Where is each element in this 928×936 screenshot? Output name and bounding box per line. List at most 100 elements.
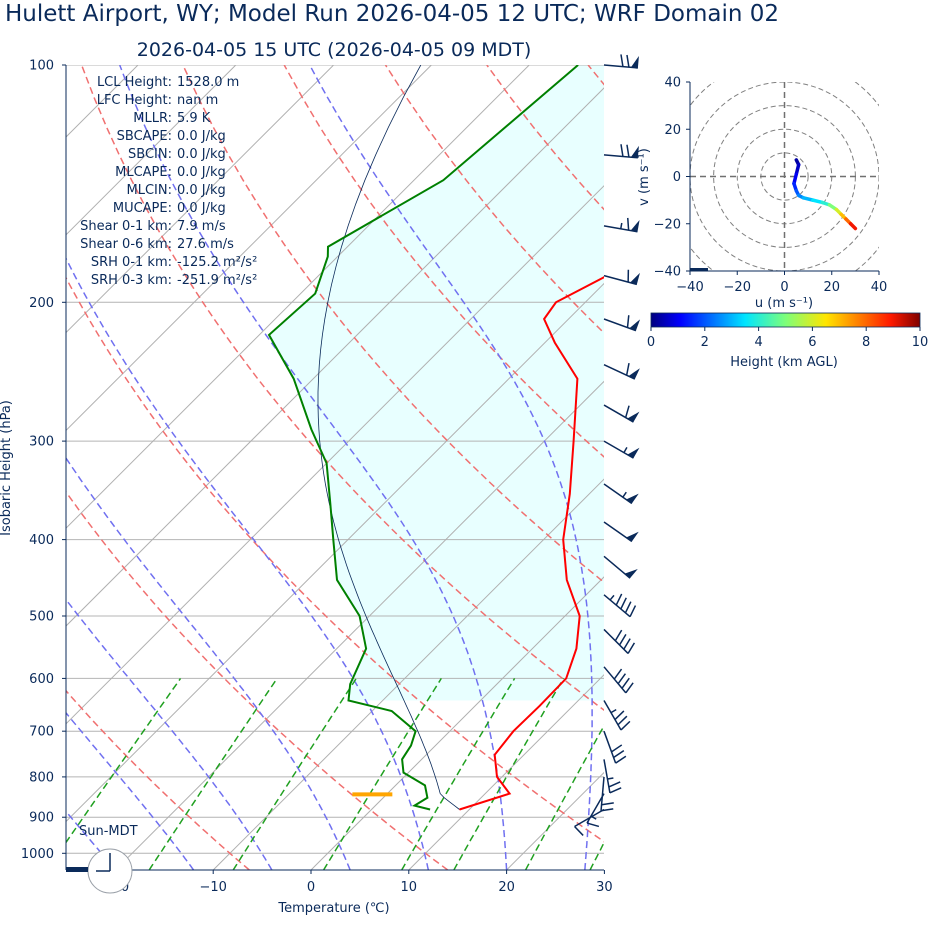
- skewt-profiles: [267, 65, 604, 811]
- y-tick-label: 1000: [21, 847, 54, 862]
- barb-staff: [574, 808, 605, 828]
- isotherm: [702, 65, 928, 870]
- wind-barb: [603, 217, 640, 233]
- chart-subtitle: 2026-04-05 15 UTC (2026-04-05 09 MDT): [137, 39, 532, 61]
- stat-label: Shear 0-6 km:: [80, 237, 172, 252]
- isotherm: [66, 282, 604, 823]
- stat-label: MUCAPE:: [113, 201, 172, 216]
- wind-barb: [603, 440, 640, 459]
- mixing-ratio-line: [66, 677, 182, 844]
- barb-full: [627, 217, 630, 231]
- hodo-y-tick-label: 20: [664, 123, 681, 138]
- colorbar: [650, 312, 921, 328]
- skewt-y-ticks: 100 200 300 400 500 600 700 800 900 1000: [21, 59, 66, 862]
- stat-label: MLCIN:: [127, 183, 172, 198]
- barb-half: [609, 594, 615, 601]
- hodo-corner-bar: [690, 268, 708, 271]
- stat-value: 7.9 m/s: [177, 219, 226, 234]
- barb-full: [617, 673, 627, 685]
- isotherm: [66, 65, 139, 138]
- y-tick-label: 600: [29, 672, 54, 687]
- barb-full: [613, 668, 623, 680]
- dry-adiabat: [283, 65, 604, 458]
- barb-full: [624, 405, 630, 418]
- barb-staff: [603, 521, 633, 543]
- skewt-y-label: Isobaric Height (hPa): [0, 400, 14, 536]
- wind-barb: [603, 593, 637, 618]
- barb-full: [611, 744, 623, 753]
- barb-full: [618, 633, 627, 646]
- stat-value: -251.9 m²/s²: [177, 273, 257, 288]
- hodo-y-tick-label: −40: [654, 265, 681, 280]
- barb-full: [625, 362, 630, 376]
- wind-barb: [603, 144, 639, 159]
- x-tick-label: 0: [307, 880, 315, 895]
- hodograph-trace: [792, 158, 858, 231]
- skewt-x-label: Temperature (℃): [277, 901, 389, 916]
- barb-full: [621, 677, 630, 689]
- y-tick-label: 300: [29, 435, 54, 450]
- isotherm: [66, 65, 237, 236]
- barb-full: [620, 54, 624, 67]
- hodo-x-tick-label: −40: [676, 280, 703, 295]
- barb-full: [609, 787, 622, 794]
- hodograph-ticks: −40 −20 0 20 40 40 20 0 −20 −40: [654, 76, 888, 296]
- dry-adiabat: [66, 490, 449, 870]
- barb-full: [625, 682, 634, 694]
- parcel-profile: [317, 65, 460, 810]
- barb-staff: [603, 555, 631, 579]
- barb-full: [614, 629, 623, 642]
- stat-label: SBCIN:: [128, 147, 172, 162]
- stat-label: Shear 0-1 km:: [80, 219, 172, 234]
- y-tick-label: 800: [29, 770, 54, 785]
- sun-label: Sun-MDT: [79, 824, 138, 839]
- barb-flag: [627, 447, 640, 459]
- mixing-ratio-line: [524, 724, 604, 870]
- dry-adiabat: [66, 276, 604, 843]
- barb-staff: [603, 274, 638, 286]
- y-tick-label: 500: [29, 609, 54, 624]
- y-tick-label: 900: [29, 811, 54, 826]
- y-tick-label: 100: [29, 59, 54, 74]
- moist-adiabat: [66, 810, 116, 870]
- colorbar-ticks: 0 2 4 6 8 10: [647, 327, 928, 350]
- hodograph-rings: [690, 82, 879, 271]
- mixing-ratio-line: [322, 678, 442, 870]
- hodo-x-tick-label: 0: [780, 280, 788, 295]
- stat-label: SBCAPE:: [117, 129, 172, 144]
- colorbar-tick-label: 6: [808, 335, 816, 350]
- mixing-ratio-line: [148, 677, 278, 870]
- barb-staff: [603, 666, 627, 694]
- y-tick-label: 400: [29, 533, 54, 548]
- stat-label: SRH 0-3 km:: [91, 273, 172, 288]
- hodograph-segment: [848, 222, 858, 231]
- moist-adiabat: [66, 598, 273, 870]
- stat-value: 27.6 m/s: [177, 237, 234, 252]
- wind-barb: [603, 628, 636, 654]
- wind-barb: [603, 759, 622, 794]
- stat-label: LFC Height:: [97, 93, 172, 108]
- wind-barb: [603, 404, 640, 423]
- colorbar-tick-label: 2: [701, 335, 709, 350]
- barb-full: [626, 144, 630, 158]
- barb-full: [615, 593, 623, 606]
- isotherm: [408, 674, 604, 870]
- dry-adiabat: [690, 65, 928, 870]
- barb-full: [613, 749, 625, 759]
- barb-staff: [603, 364, 636, 380]
- isotherm: [66, 65, 530, 529]
- barb-half: [610, 708, 617, 714]
- barb-staff: [603, 759, 611, 793]
- barb-full: [620, 720, 631, 731]
- mixing-ratio-line: [232, 677, 357, 870]
- barb-full: [624, 601, 632, 614]
- stat-label: MLCAPE:: [115, 165, 172, 180]
- stat-value: 5.9 K: [177, 111, 211, 126]
- isotherm: [66, 185, 604, 725]
- wind-barb: [603, 521, 639, 543]
- x-tick-label: 10: [401, 880, 418, 895]
- wind-barbs: [574, 54, 641, 836]
- barb-flag: [624, 568, 638, 579]
